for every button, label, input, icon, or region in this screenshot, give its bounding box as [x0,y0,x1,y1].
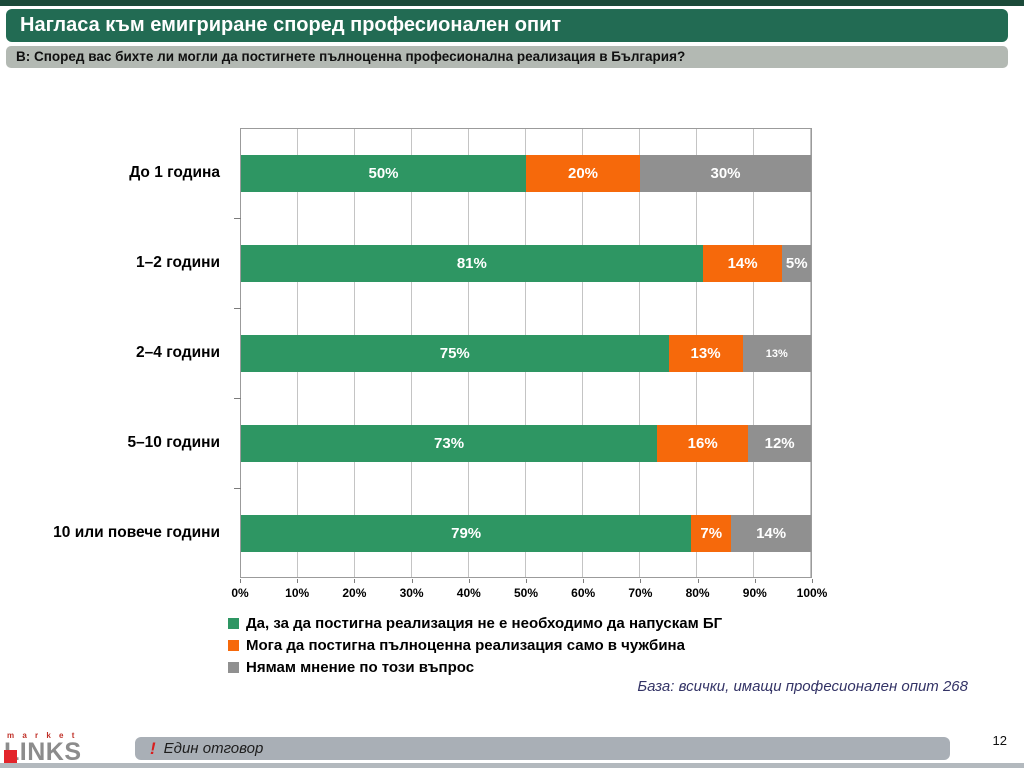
bar-value-label: 7% [700,525,723,542]
bar-segment: 13% [668,335,743,372]
y-axis-tick [234,398,241,399]
y-axis-tick [234,308,241,309]
page-number: 12 [992,733,1007,748]
x-axis-tick-label: 100% [796,586,828,600]
y-axis-tick [234,488,241,489]
category-axis: До 1 година 1–2 години 2–4 години 5–10 годи… [0,128,232,578]
x-axis-tick-marks [240,579,813,584]
logo-market-text: m a r k e t [7,731,78,740]
bar-value-label: 5% [785,255,808,272]
bar-row: 79% 7% 14% [241,489,811,579]
logo-red-square [4,750,17,763]
stacked-bar: 79% 7% 14% [241,515,811,552]
plot-area: 50% 20% 30% 81% 14% 5% 75% 13% 13% 73% 16% 12% 79% 7%… [234,128,812,579]
bar-row: 73% 16% 12% [241,399,811,489]
legend-item: Мога да постигна пълноценна реализация с… [228,634,722,656]
bar-segment: 14% [731,515,811,552]
legend-swatch-icon [228,661,239,673]
x-axis-tick-labels: 0% 10% 20% 30% 40% 50% 60% 70% 80% 90% 100% [231,586,827,602]
stacked-bar: 73% 16% 12% [241,425,811,462]
x-axis-tick-label: 40% [456,586,481,600]
bar-segment: 81% [241,245,703,282]
category-label: 1–2 години [136,254,220,271]
category-label: 5–10 години [127,434,220,451]
legend-swatch-icon [228,639,239,651]
legend-swatch-icon [228,617,239,629]
x-axis-tick [526,579,527,583]
legend-label: Нямам мнение по този въпрос [246,658,475,676]
bar-segment: 75% [241,335,669,372]
bar-value-label: 12% [764,435,795,452]
bar-segment: 13% [742,335,811,372]
x-axis-tick-label: 20% [342,586,367,600]
bar-segment: 5% [782,245,811,282]
bar-value-label: 79% [451,525,482,542]
bar-value-label: 13% [765,347,788,360]
x-axis-tick [583,579,585,583]
instruction-text: Един отговор [163,740,264,757]
top-strip [0,0,1024,6]
exclamation-icon: ! [150,738,156,758]
x-axis-tick-label: 80% [685,586,710,600]
bar-row: 75% 13% 13% [241,309,811,399]
stacked-bar: 75% 13% 13% [241,335,811,372]
bar-value-label: 75% [439,345,470,362]
legend-item: Нямам мнение по този въпрос [228,656,722,678]
bar-value-label: 13% [690,345,721,362]
category-label: 2–4 години [136,344,220,361]
bar-value-label: 16% [687,435,718,452]
bottom-strip [0,763,1024,768]
x-axis-tick [240,579,241,583]
bar-segment: 20% [526,155,640,192]
bar-value-label: 20% [567,165,599,182]
stacked-bar: 50% 20% 30% [241,155,811,192]
x-axis-tick-label: 60% [571,586,596,600]
x-axis-tick [812,579,813,583]
bar-value-label: 14% [756,525,787,542]
bar-value-label: 73% [434,435,465,452]
chart-legend: Да, за да постигна реализация не е необх… [228,612,722,678]
bar-segment: 79% [241,515,692,552]
question-banner: В: Според вас бихте ли могли да постигне… [6,46,1008,68]
legend-label: Мога да постигна пълноценна реализация с… [246,636,685,654]
bar-segment: 16% [657,425,749,462]
x-axis-tick-label: 10% [285,586,310,600]
bar-segment: 73% [241,425,658,462]
x-axis-tick [354,579,356,583]
bar-value-label: 14% [727,255,758,272]
x-axis-tick-label: 70% [628,586,653,600]
stacked-bar: 81% 14% 5% [241,245,811,282]
x-axis-tick [754,579,756,583]
page-title: Нагласа към емигриране според професиона… [6,9,1008,42]
bar-row: 81% 14% 5% [241,219,811,309]
x-axis-tick [411,579,413,583]
y-axis-tick [234,218,241,219]
bar-row: 50% 20% 30% [241,129,811,219]
x-axis-tick [297,579,299,583]
x-axis-tick-label: 50% [513,586,539,600]
bar-value-label: 50% [368,165,399,182]
x-axis-tick-label: 30% [399,586,424,600]
x-axis-tick-label: 90% [742,586,767,600]
x-axis-tick [640,579,642,583]
bar-segment: 12% [748,425,811,462]
bar-value-label: 30% [710,165,741,182]
x-axis-tick [697,579,699,583]
category-label: До 1 година [129,164,220,181]
logo-links-text: LINKS [4,738,82,766]
bar-value-label: 81% [456,255,487,272]
x-axis-tick-label: 0% [231,586,249,600]
bar-segment: 14% [702,245,783,282]
instruction-banner: ! Един отговор [135,737,950,760]
legend-label: Да, за да постигна реализация не е необх… [246,614,723,632]
legend-item: Да, за да постигна реализация не е необх… [228,612,722,634]
x-axis-tick [468,579,470,583]
bar-segment: 30% [640,155,811,192]
category-label: 10 или повече години [53,524,220,541]
market-links-logo: m a r k e t LINKS [4,731,124,765]
bar-segment: 7% [691,515,732,552]
bar-segment: 50% [241,155,526,192]
base-note: База: всички, имащи професионален опит 2… [637,678,968,695]
